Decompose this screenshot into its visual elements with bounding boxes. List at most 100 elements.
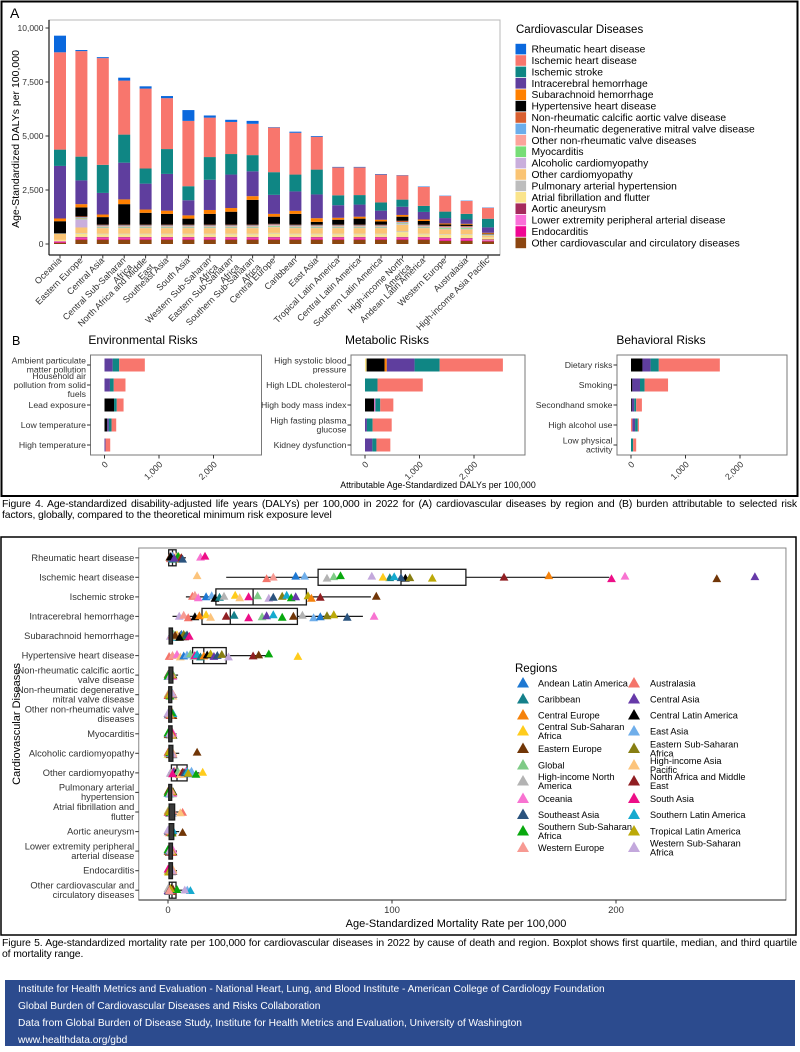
svg-text:Environmental Risks: Environmental Risks: [88, 333, 197, 347]
svg-text:arterial disease: arterial disease: [71, 851, 134, 861]
svg-text:A: A: [10, 5, 20, 21]
svg-text:Central Asia: Central Asia: [650, 694, 700, 704]
svg-text:Southern Latin America: Southern Latin America: [650, 810, 746, 820]
svg-text:High-income Asia: High-income Asia: [650, 756, 722, 766]
svg-text:Rheumatic heart disease: Rheumatic heart disease: [31, 553, 134, 563]
svg-text:Other non-rheumatic valve dise: Other non-rheumatic valve diseases: [532, 136, 697, 147]
svg-text:Subarachnoid hemorrhage: Subarachnoid hemorrhage: [532, 90, 654, 101]
svg-text:Ambient particulate: Ambient particulate: [12, 356, 87, 366]
svg-text:valve disease: valve disease: [78, 675, 134, 685]
svg-text:Eastern Sub-Saharan: Eastern Sub-Saharan: [650, 739, 738, 749]
svg-text:Lead exposure: Lead exposure: [29, 400, 87, 410]
svg-text:Ischemic stroke: Ischemic stroke: [532, 67, 604, 78]
svg-text:Ischemic heart disease: Ischemic heart disease: [532, 56, 638, 67]
svg-text:High systolic blood: High systolic blood: [274, 356, 347, 366]
svg-text:Age-Standardized Mortality Rat: Age-Standardized Mortality Rate per 100,…: [346, 918, 567, 930]
svg-text:Pulmonary arterial hypertensio: Pulmonary arterial hypertension: [532, 181, 678, 192]
svg-text:Oceania: Oceania: [538, 794, 573, 804]
svg-text:Central Sub-Saharan: Central Sub-Saharan: [538, 722, 624, 732]
svg-text:East: East: [650, 781, 669, 791]
svg-text:Alcoholic cardiomyopathy: Alcoholic cardiomyopathy: [29, 748, 135, 758]
svg-text:Hypertensive heart disease: Hypertensive heart disease: [532, 102, 657, 113]
svg-text:Other cardiomyopathy: Other cardiomyopathy: [43, 768, 135, 778]
svg-text:fuels: fuels: [68, 389, 87, 399]
svg-text:2,500: 2,500: [22, 185, 44, 195]
svg-text:circulatory diseases: circulatory diseases: [53, 890, 135, 900]
svg-text:Other cardiovascular and: Other cardiovascular and: [30, 881, 134, 891]
svg-text:Atrial fibrillation and flutte: Atrial fibrillation and flutter: [532, 193, 651, 204]
svg-text:Intracerebral hemorrhage: Intracerebral hemorrhage: [532, 79, 648, 90]
svg-text:South Asia: South Asia: [650, 794, 695, 804]
svg-text:High temperature: High temperature: [19, 440, 86, 450]
svg-text:7,500: 7,500: [22, 77, 44, 87]
svg-text:Aortic aneurysm: Aortic aneurysm: [532, 204, 606, 215]
svg-text:America: America: [538, 781, 573, 791]
svg-text:Western Sub-Saharan: Western Sub-Saharan: [650, 838, 741, 848]
svg-text:Ischemic stroke: Ischemic stroke: [70, 592, 135, 602]
svg-text:East Asia: East Asia: [650, 726, 689, 736]
svg-text:0: 0: [39, 239, 44, 249]
svg-text:Africa: Africa: [650, 847, 674, 857]
svg-text:Attributable Age-Standardized: Attributable Age-Standardized DALYs per …: [340, 480, 536, 490]
svg-text:Other cardiomyopathy: Other cardiomyopathy: [532, 170, 634, 181]
svg-text:0: 0: [360, 459, 371, 470]
svg-text:hypertension: hypertension: [81, 792, 134, 802]
svg-text:0: 0: [165, 905, 170, 916]
svg-text:Other cardiovascular and circu: Other cardiovascular and circulatory dis…: [532, 238, 740, 249]
svg-text:0: 0: [626, 459, 637, 470]
svg-text:Age-Standardized DALYs per 100: Age-Standardized DALYs per 100,000: [10, 50, 22, 228]
svg-text:Household air: Household air: [32, 371, 86, 381]
svg-text:Myocarditis: Myocarditis: [87, 729, 134, 739]
svg-text:Australasia: Australasia: [650, 678, 696, 688]
svg-text:Intracerebral hemorrhage: Intracerebral hemorrhage: [29, 611, 134, 621]
svg-text:Pacific: Pacific: [650, 765, 677, 775]
svg-text:Non-rheumatic calcific aortic: Non-rheumatic calcific aortic valve dise…: [532, 113, 727, 124]
svg-text:Low temperature: Low temperature: [21, 420, 86, 430]
svg-text:Tropical Latin America: Tropical Latin America: [650, 826, 741, 836]
svg-text:Non-rheumatic degenerative mit: Non-rheumatic degenerative mitral valve …: [532, 124, 755, 135]
svg-text:Pulmonary arterial: Pulmonary arterial: [59, 783, 134, 793]
svg-text:Endocarditis: Endocarditis: [532, 227, 589, 238]
svg-text:flutter: flutter: [111, 812, 134, 822]
svg-text:Low physical: Low physical: [563, 436, 613, 446]
svg-text:diseases: diseases: [98, 714, 135, 724]
svg-text:Africa: Africa: [538, 731, 562, 741]
svg-text:mitral valve disease: mitral valve disease: [53, 694, 135, 704]
svg-text:Cardiovascular Diseases: Cardiovascular Diseases: [11, 663, 23, 785]
svg-text:activity: activity: [586, 445, 613, 455]
svg-text:10,000: 10,000: [18, 23, 44, 33]
svg-text:High alcohol use: High alcohol use: [548, 420, 612, 430]
svg-text:Lower extremity peripheral art: Lower extremity peripheral arterial dise…: [532, 216, 726, 227]
svg-text:Eastern Europe: Eastern Europe: [538, 744, 602, 754]
svg-text:Atrial fibrillation and: Atrial fibrillation and: [53, 802, 134, 812]
svg-text:Kidney dysfunction: Kidney dysfunction: [274, 440, 347, 450]
svg-text:High body mass index: High body mass index: [261, 400, 347, 410]
svg-text:5,000: 5,000: [22, 131, 44, 141]
svg-text:Myocarditis: Myocarditis: [532, 147, 584, 158]
svg-text:Smoking: Smoking: [579, 380, 613, 390]
svg-text:Hypertensive heart disease: Hypertensive heart disease: [22, 651, 135, 661]
svg-text:North Africa and Middle: North Africa and Middle: [650, 772, 746, 782]
svg-text:High fasting plasma: High fasting plasma: [270, 416, 346, 426]
svg-text:matter pollution: matter pollution: [27, 365, 87, 375]
svg-text:Africa: Africa: [538, 831, 562, 841]
svg-text:Endocarditis: Endocarditis: [83, 866, 135, 876]
svg-text:B: B: [12, 334, 20, 348]
svg-text:Dietary risks: Dietary risks: [565, 360, 613, 370]
svg-text:High-income North: High-income North: [538, 772, 615, 782]
svg-text:Metabolic Risks: Metabolic Risks: [345, 333, 429, 347]
svg-text:Africa: Africa: [650, 748, 674, 758]
svg-text:Secondhand smoke: Secondhand smoke: [536, 400, 613, 410]
svg-text:Rheumatic heart disease: Rheumatic heart disease: [532, 45, 646, 56]
svg-text:Aortic aneurysm: Aortic aneurysm: [67, 827, 134, 837]
svg-text:Ischemic heart disease: Ischemic heart disease: [39, 572, 134, 582]
svg-text:Caribbean: Caribbean: [538, 694, 580, 704]
svg-text:0: 0: [99, 459, 110, 470]
svg-text:Lower extremity peripheral: Lower extremity peripheral: [25, 841, 135, 851]
svg-text:pressure: pressure: [313, 365, 347, 375]
svg-text:Regions: Regions: [515, 663, 557, 675]
svg-text:pollution from solid: pollution from solid: [14, 380, 87, 390]
svg-text:Southeast Asia: Southeast Asia: [538, 810, 600, 820]
svg-text:Global: Global: [538, 760, 565, 770]
svg-text:Non-rheumatic degenerative: Non-rheumatic degenerative: [17, 685, 134, 695]
